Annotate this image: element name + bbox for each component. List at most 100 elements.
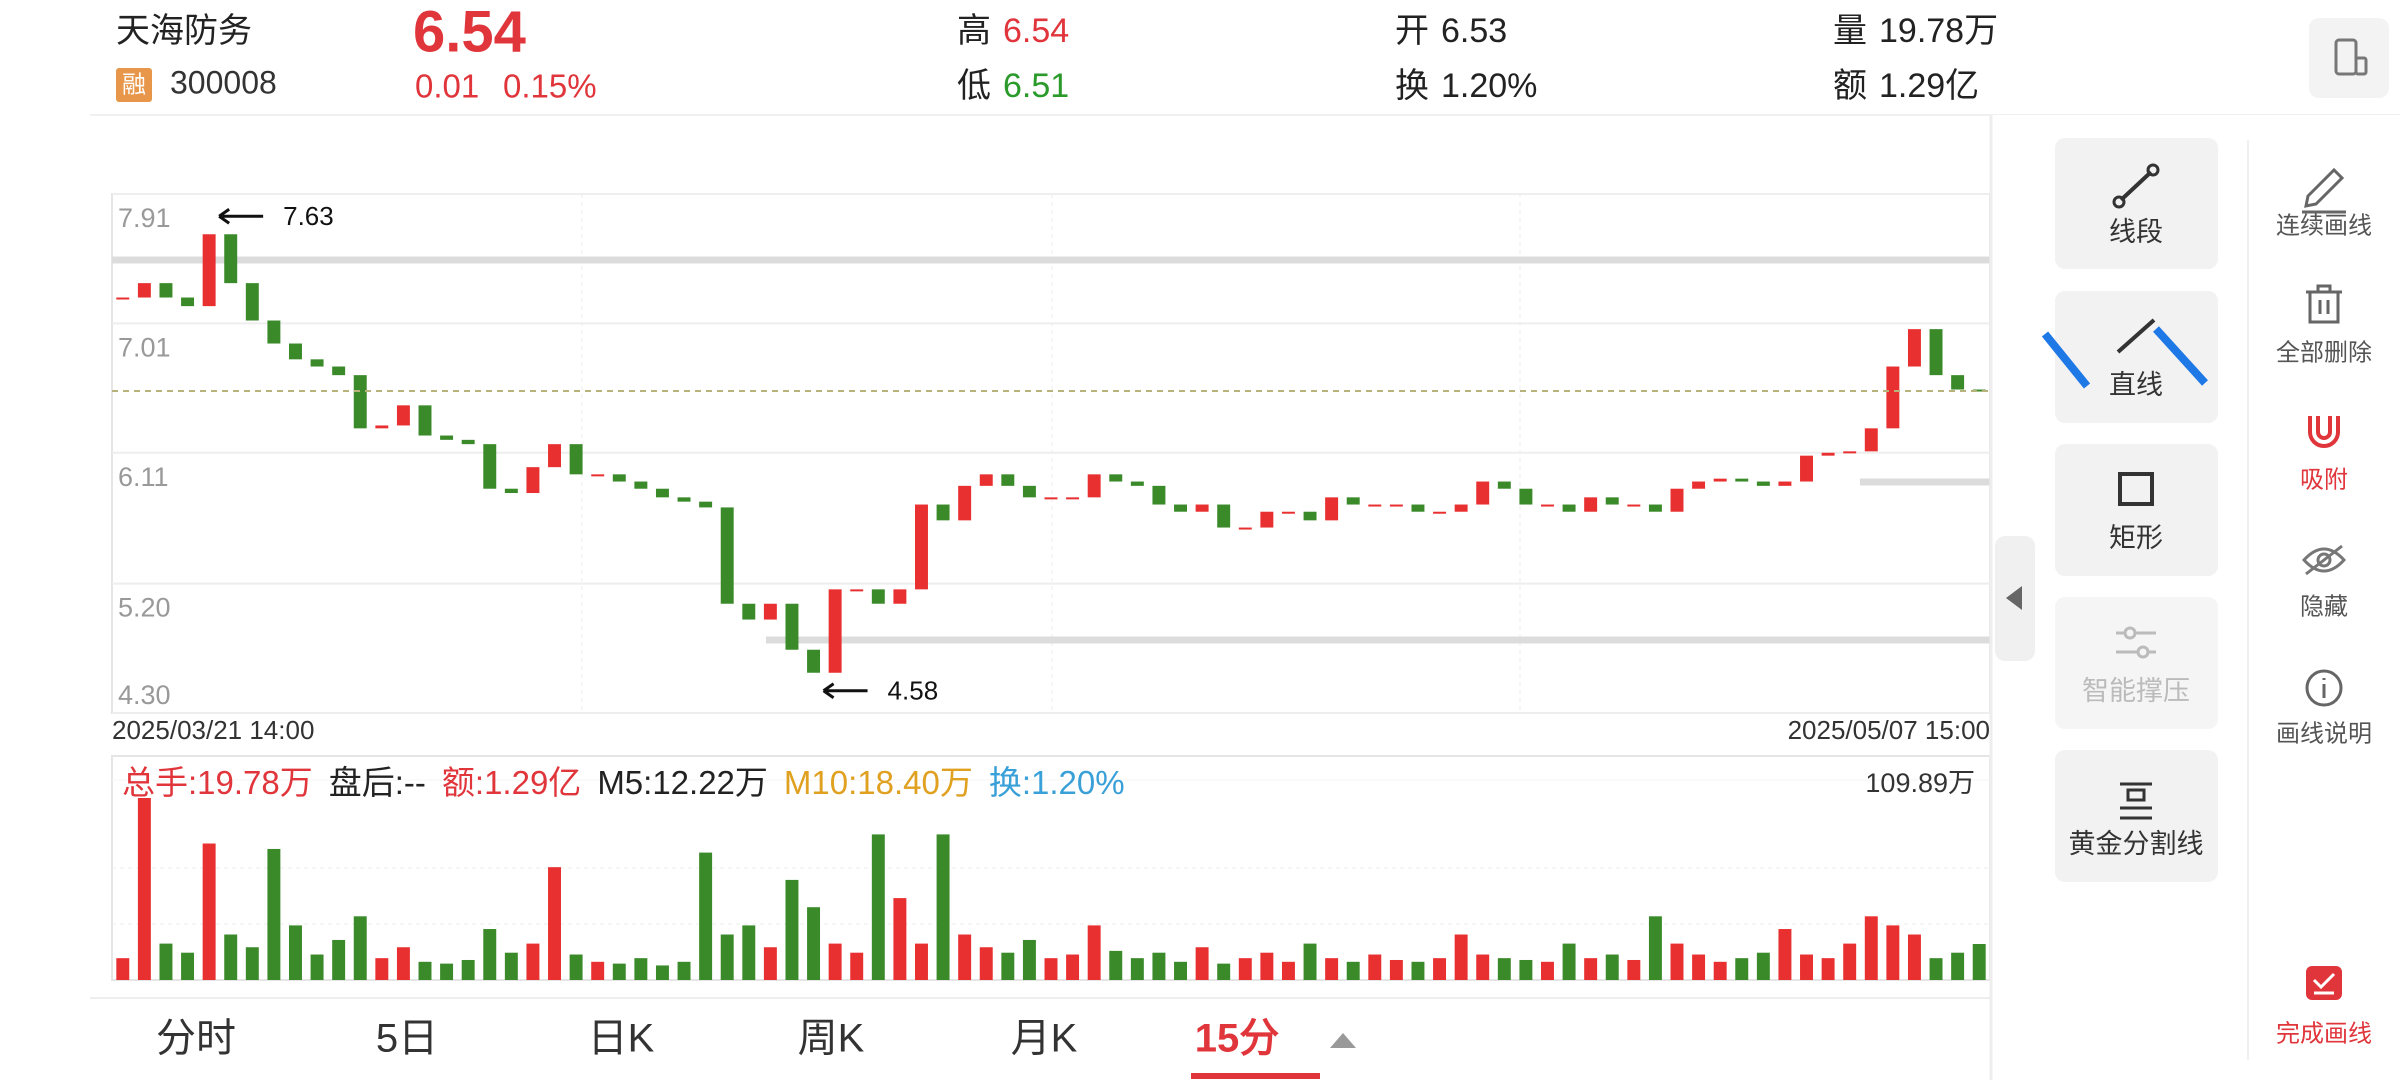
tool-button[interactable] <box>2055 138 2218 269</box>
tab-more[interactable] <box>1330 1033 1356 1048</box>
volume-bar <box>763 947 777 980</box>
candle <box>1843 451 1857 454</box>
volume-bar <box>1735 958 1749 980</box>
volume-bar <box>1605 954 1619 980</box>
side-label[interactable]: 完成画线 <box>2276 1020 2372 1047</box>
stat-value: 6.51 <box>1003 67 1069 105</box>
side-label[interactable]: 画线说明 <box>2276 720 2372 747</box>
volume-bar <box>1433 958 1447 980</box>
candle <box>159 283 173 298</box>
volume-bar <box>1778 929 1792 980</box>
side-label[interactable]: 连续画线 <box>2276 212 2372 239</box>
orientation-button[interactable] <box>2309 18 2389 98</box>
candle <box>1821 452 1835 456</box>
x-tick-label: 2025/03/21 14:00 <box>112 715 314 745</box>
phone-icon <box>2354 56 2368 76</box>
tab[interactable]: 月K <box>1011 1017 1078 1061</box>
volume-bar <box>1238 958 1252 980</box>
volume-bar <box>1368 954 1382 980</box>
candle <box>871 589 885 604</box>
candle <box>375 425 389 429</box>
candle <box>1951 375 1965 390</box>
volume-bar <box>548 867 561 980</box>
volume-bar <box>1411 961 1425 980</box>
stat-value: 1.20% <box>1441 67 1537 105</box>
candle <box>1433 511 1447 514</box>
volume-bar <box>1130 958 1144 980</box>
stat-label: 换 <box>1395 67 1429 105</box>
candle <box>1670 488 1684 512</box>
volume-bar <box>245 947 259 980</box>
candle <box>1238 527 1252 530</box>
candle <box>1152 485 1166 505</box>
change-pct: 0.15% <box>503 68 597 105</box>
volume-bar <box>1541 961 1554 980</box>
candle <box>1109 474 1123 482</box>
volume-bar <box>202 843 216 980</box>
legend-entry: M5:12.22万 <box>597 764 768 801</box>
tool-label: 线段 <box>2109 217 2163 247</box>
tab[interactable]: 周K <box>798 1017 865 1061</box>
side-label[interactable]: 吸附 <box>2300 466 2348 493</box>
tool-button[interactable] <box>2055 444 2218 576</box>
volume-bar <box>526 943 540 980</box>
tool-button[interactable] <box>2055 750 2218 882</box>
candle <box>289 343 302 360</box>
y-tick-label: 5.20 <box>118 593 171 623</box>
tool-icon <box>2136 645 2150 659</box>
volume-bar <box>1325 958 1339 980</box>
volume-bar <box>483 929 497 980</box>
candle <box>1584 497 1598 512</box>
candle <box>893 589 907 604</box>
volume-bar <box>1648 916 1662 980</box>
side-label[interactable]: 全部删除 <box>2276 339 2372 366</box>
candle <box>1130 481 1144 486</box>
stat-label: 低 <box>957 67 991 105</box>
tab[interactable]: 日K <box>588 1017 655 1061</box>
side-label[interactable]: 隐藏 <box>2300 593 2348 620</box>
tool-button[interactable] <box>2055 291 2218 423</box>
volume-bar <box>1195 947 1209 980</box>
vol-tick-label: 109.89万 <box>1865 768 1975 798</box>
volume-bar <box>1864 916 1878 980</box>
volume-bar <box>1756 952 1770 980</box>
candle <box>1713 478 1727 482</box>
candle <box>1692 481 1706 489</box>
volume-bar <box>375 958 389 980</box>
volume-bar <box>1497 958 1511 980</box>
candle <box>1756 481 1770 486</box>
volume-bar <box>418 961 432 980</box>
candle <box>785 603 799 650</box>
volume-bar <box>1584 958 1598 980</box>
tool-button[interactable] <box>2055 597 2218 729</box>
tool-label: 矩形 <box>2109 523 2163 553</box>
annotation: 4.58 <box>888 676 939 706</box>
selection-handle <box>2153 326 2208 386</box>
tab-underline <box>1191 1073 1320 1079</box>
tool-icon <box>2146 163 2160 177</box>
volume-bar <box>850 952 864 980</box>
legend-entry: 总手:19.78万 <box>122 764 313 801</box>
collapse-arrow <box>2006 586 2022 610</box>
legend-entry: 额:1.29亿 <box>442 764 581 801</box>
change: 0.01 <box>415 68 479 105</box>
y-tick-label: 7.01 <box>118 333 171 363</box>
tab[interactable]: 分时 <box>156 1017 236 1061</box>
candle <box>548 444 561 468</box>
volume-bar <box>1152 952 1166 980</box>
candle <box>1648 504 1662 512</box>
tool-icon <box>2120 782 2152 820</box>
volume-bar <box>612 963 626 980</box>
tab[interactable]: 5日 <box>376 1017 438 1061</box>
volume-bar <box>1022 939 1036 980</box>
volume-bar <box>267 848 281 980</box>
side-icon <box>2312 972 2336 995</box>
tool-icon <box>2116 318 2156 354</box>
volume-bar <box>1627 959 1641 980</box>
volume-bar <box>677 961 691 980</box>
candle <box>396 405 410 426</box>
candle <box>116 297 130 300</box>
tab-active[interactable]: 15分 <box>1195 1017 1280 1061</box>
candle <box>1864 428 1878 452</box>
candle <box>483 444 497 489</box>
